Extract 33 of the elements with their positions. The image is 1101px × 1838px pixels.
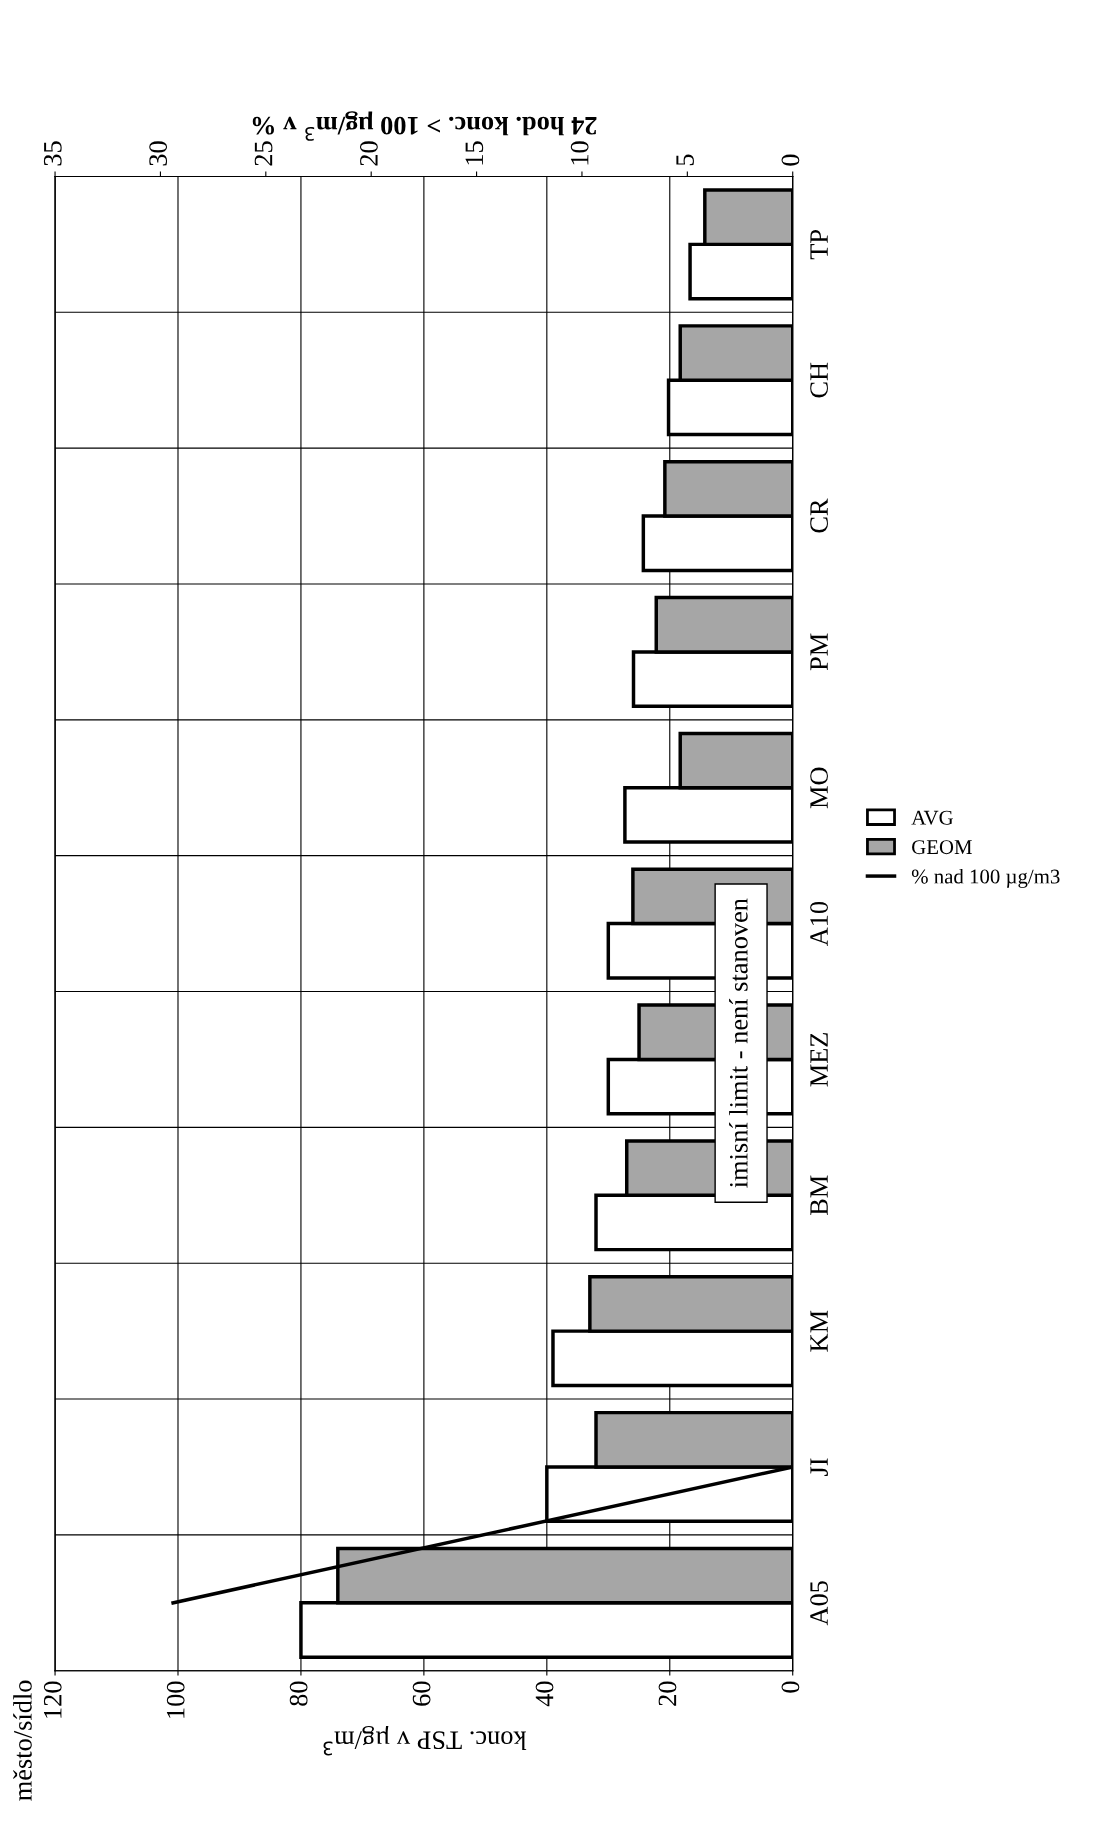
y-tick-label: PM (810, 633, 828, 671)
y-tick-label: MO (810, 767, 828, 809)
y-tick-label: BM (810, 1175, 828, 1216)
y-axis-title: město/sídlo (13, 1680, 32, 1801)
legend-label: GEOM (912, 840, 972, 855)
x-tick-label: 40 (535, 1681, 554, 1707)
y-tick-label: CH (810, 362, 828, 398)
x-tick-label: 20 (658, 1681, 677, 1706)
x2-tick-label: 10 (570, 141, 589, 165)
x-tick-label: 120 (43, 1681, 62, 1718)
x-tick-label: 0 (781, 1681, 800, 1693)
x2-axis-title: 24 hod. konc. > 100 µg/m$^{3}$ v % (252, 111, 597, 141)
x-tick-label: 100 (166, 1681, 185, 1718)
x2-tick-label: 0 (781, 154, 800, 166)
y-tick-label: CR (810, 498, 828, 533)
x2-tick-label: 20 (359, 141, 378, 166)
legend-label: % nad 100 µg/m3 (911, 868, 1060, 888)
x2-tick-label: 35 (43, 141, 62, 166)
x2-tick-label: 25 (254, 141, 273, 166)
legend-label: AVG (911, 810, 953, 825)
y-tick-label: A10 (810, 901, 828, 947)
y-tick-label: MEZ (810, 1033, 828, 1087)
y-tick-label: KM (810, 1310, 828, 1352)
x2-tick-label: 30 (149, 141, 168, 166)
x2-tick-label: 15 (465, 141, 484, 165)
y-tick-label: TP (810, 230, 828, 260)
y-tick-label: JI (810, 1458, 828, 1476)
y-tick-label: A05 (810, 1581, 828, 1626)
annotation: imisní limit - není stanoven (729, 898, 748, 1188)
x-axis-title: konc. TSP v µg/m$^{3}$ (323, 1725, 527, 1756)
x-tick-label: 60 (412, 1681, 431, 1706)
x-tick-label: 80 (289, 1681, 308, 1706)
x2-tick-label: 5 (676, 154, 694, 166)
